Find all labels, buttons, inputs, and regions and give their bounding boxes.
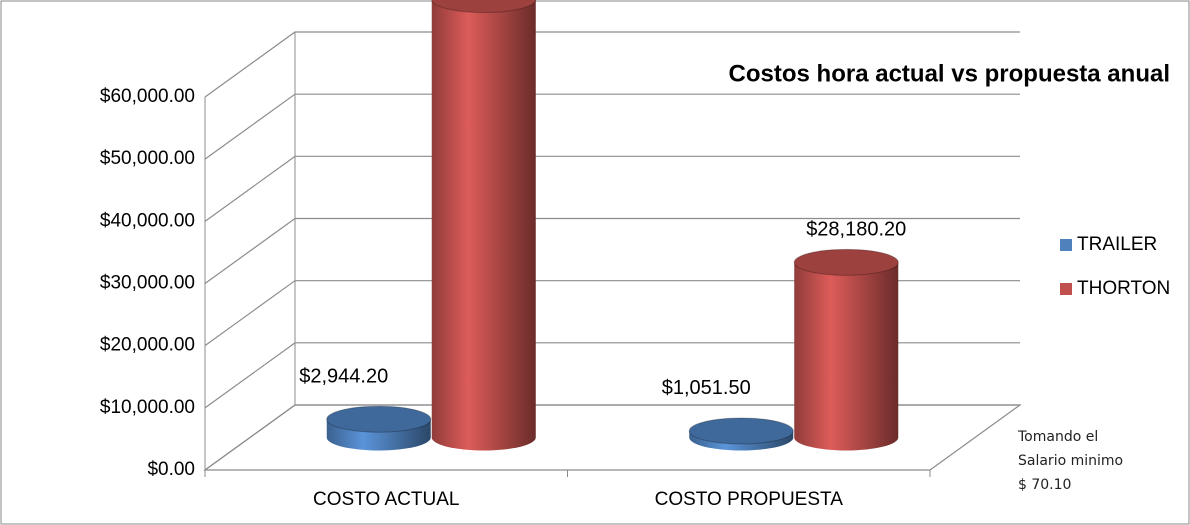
y-tick-label: $60,000.00 bbox=[100, 86, 195, 107]
value-label: $2,944.20 bbox=[299, 365, 388, 387]
chart-title: Costos hora actual vs propuesta anual bbox=[729, 60, 1170, 87]
y-tick-label: $0.00 bbox=[147, 459, 195, 480]
y-tick-label: $30,000.00 bbox=[100, 273, 195, 294]
bar-top bbox=[793, 248, 899, 276]
bar bbox=[431, 0, 536, 451]
bar-top bbox=[326, 405, 432, 433]
value-label: $28,180.20 bbox=[806, 219, 906, 241]
y-tick-label: $40,000.00 bbox=[100, 210, 195, 231]
y-tick-label: $20,000.00 bbox=[100, 335, 195, 356]
y-tick-label: $50,000.00 bbox=[100, 148, 195, 169]
annotation: Salario minimo bbox=[1018, 453, 1123, 469]
bar-top bbox=[431, 0, 537, 14]
x-tick-label: COSTO PROPUESTA bbox=[655, 489, 844, 510]
legend-swatch bbox=[1060, 283, 1072, 295]
bar bbox=[794, 262, 899, 451]
legend-swatch bbox=[1060, 239, 1072, 251]
bar-top-shade bbox=[326, 406, 431, 433]
bar-top-shade bbox=[689, 417, 794, 444]
annotation: Tomando el bbox=[1017, 429, 1098, 445]
bar-top bbox=[688, 417, 794, 445]
bar-top-shade bbox=[794, 249, 899, 276]
annotation: $ 70.10 bbox=[1018, 477, 1071, 493]
bar-top-shade bbox=[431, 0, 536, 13]
y-tick-label: $10,000.00 bbox=[100, 397, 195, 418]
legend-label: TRAILER bbox=[1077, 234, 1157, 255]
value-label: $1,051.50 bbox=[662, 377, 751, 399]
legend-label: THORTON bbox=[1077, 278, 1170, 299]
x-tick-label: COSTO ACTUAL bbox=[313, 489, 459, 510]
